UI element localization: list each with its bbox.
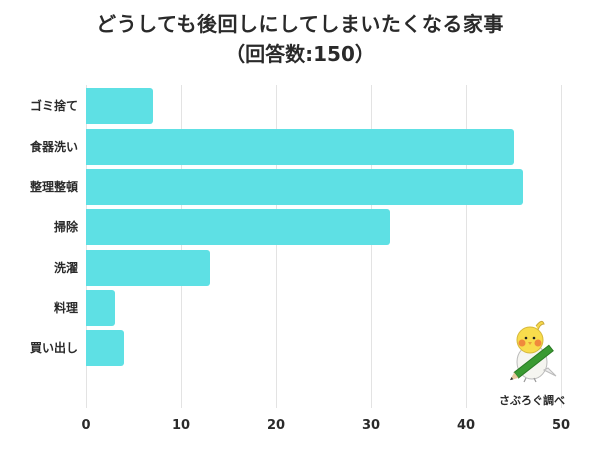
x-tick-label: 20 xyxy=(266,418,286,433)
category-label: 料理 xyxy=(53,301,78,315)
category-label: 洗濯 xyxy=(53,261,78,275)
gridline-0 xyxy=(86,85,87,408)
x-tick-label: 0 xyxy=(81,418,91,433)
source-label: さぶろぐ調べ xyxy=(499,394,565,407)
bar-laundry xyxy=(86,250,210,286)
gridline-40 xyxy=(466,85,467,408)
gridline-50 xyxy=(561,85,562,408)
x-tick-label: 50 xyxy=(551,418,571,433)
bar-tidying xyxy=(86,169,523,205)
x-tick-label: 30 xyxy=(361,418,381,433)
x-tick-label: 10 xyxy=(171,418,191,433)
bar-cleaning xyxy=(86,209,390,245)
gridline-20 xyxy=(276,85,277,408)
category-label: 買い出し xyxy=(29,341,78,355)
bar-cooking xyxy=(86,290,115,326)
chart-subtitle: （回答数:150） xyxy=(225,42,375,66)
category-label: 整理整頓 xyxy=(29,180,78,194)
category-label: ゴミ捨て xyxy=(29,99,78,113)
gridline-30 xyxy=(371,85,372,408)
category-label: 掃除 xyxy=(53,220,78,234)
bar-garbage xyxy=(86,88,153,124)
x-tick-label: 40 xyxy=(456,418,476,433)
plot-area xyxy=(86,85,562,408)
gridline-10 xyxy=(181,85,182,408)
chart-title: どうしても後回しにしてしまいたくなる家事 xyxy=(96,12,504,36)
bar-shopping xyxy=(86,330,124,366)
category-label: 食器洗い xyxy=(29,140,78,154)
cockatiel-with-pencil-icon xyxy=(498,318,568,388)
bar-dishwashing xyxy=(86,129,514,165)
